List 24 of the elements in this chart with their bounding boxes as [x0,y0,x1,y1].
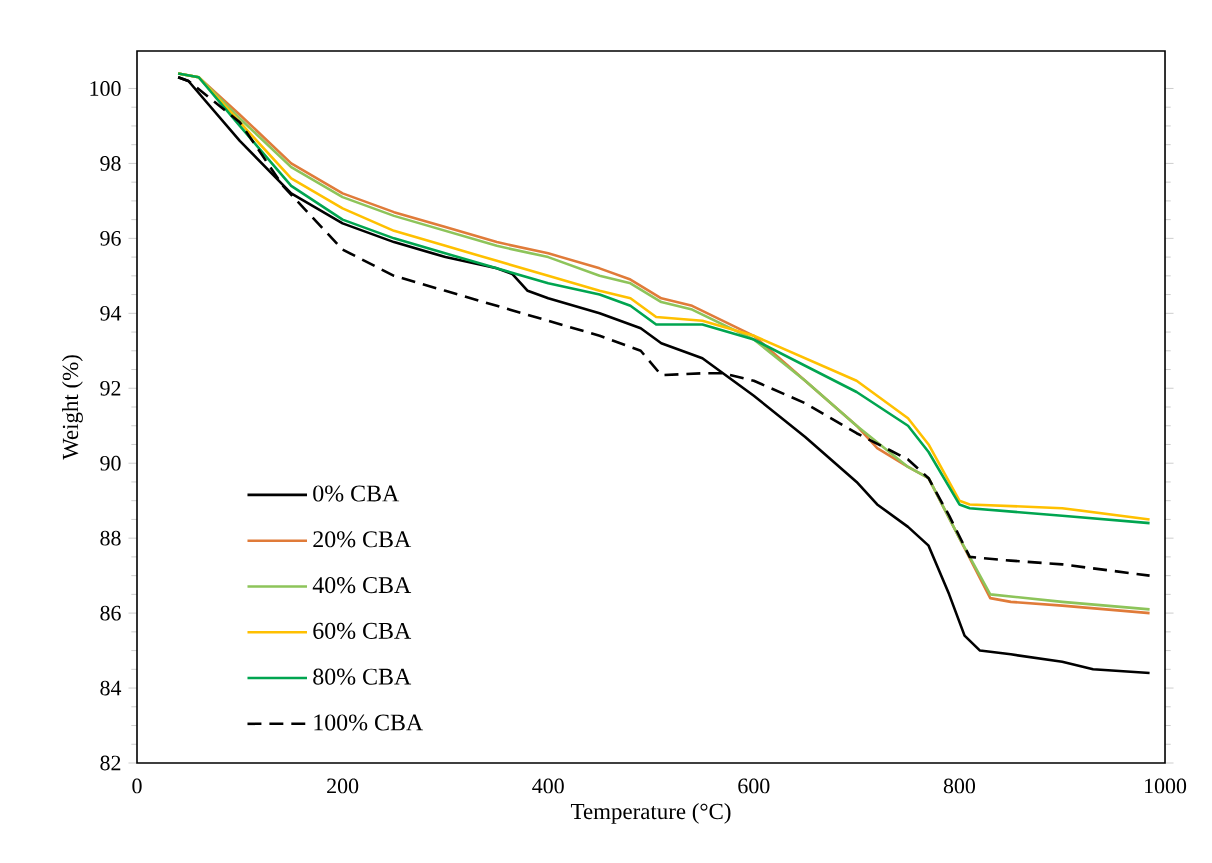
y-tick-label: 96 [100,231,121,246]
y-tick-label: 98 [100,156,121,171]
legend-label: 60% CBA [313,622,412,640]
legend-label: 40% CBA [312,577,412,594]
x-tick-label: 800 [943,778,976,794]
x-tick-label: 0 [132,778,142,794]
x-tick-label: 200 [327,778,359,794]
y-tick-label: 94 [100,305,122,321]
legend-label: 20% CBA [313,531,412,548]
y-tick-label: 90 [100,455,121,471]
legend-label: 0% CBA [313,485,400,502]
legend-label: 100% CBA [314,714,424,731]
y-tick-label: 92 [100,380,121,396]
x-axis-title: Temperature (°C) [570,803,731,824]
y-tick-label: 82 [100,755,121,771]
y-axis-title: Weight (%) [62,355,83,460]
x-tick-label: 400 [532,778,564,794]
x-tick-label: 1000 [1145,778,1187,794]
y-tick-label: 100 [90,81,121,96]
x-tick-label: 600 [738,778,770,794]
y-tick-label: 86 [100,605,121,621]
y-tick-label: 84 [100,680,122,696]
y-tick-label: 88 [100,530,121,546]
legend-label: 80% CBA [313,668,412,685]
